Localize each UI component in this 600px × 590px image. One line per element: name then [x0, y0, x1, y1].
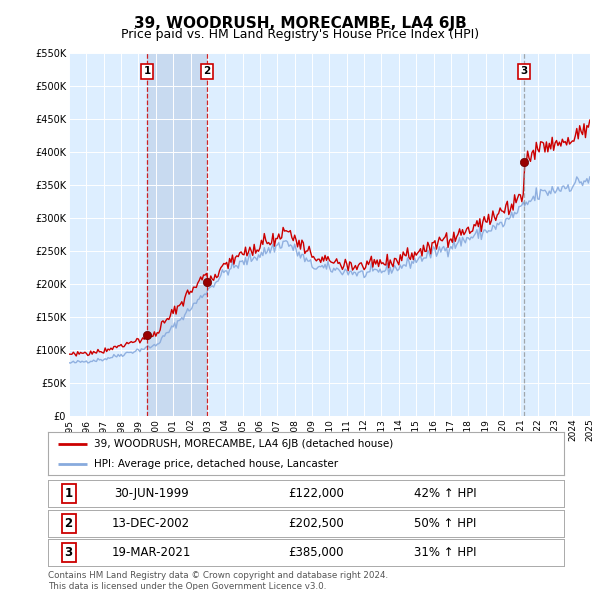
- Text: 3: 3: [520, 66, 527, 76]
- Text: 1: 1: [143, 66, 151, 76]
- Text: 42% ↑ HPI: 42% ↑ HPI: [414, 487, 476, 500]
- Text: 2: 2: [203, 66, 211, 76]
- Text: 30-JUN-1999: 30-JUN-1999: [114, 487, 188, 500]
- Text: 39, WOODRUSH, MORECAMBE, LA4 6JB: 39, WOODRUSH, MORECAMBE, LA4 6JB: [134, 16, 466, 31]
- Text: 1: 1: [65, 487, 73, 500]
- Text: HPI: Average price, detached house, Lancaster: HPI: Average price, detached house, Lanc…: [94, 460, 338, 469]
- Text: 50% ↑ HPI: 50% ↑ HPI: [414, 517, 476, 530]
- Text: Contains HM Land Registry data © Crown copyright and database right 2024.
This d: Contains HM Land Registry data © Crown c…: [48, 571, 388, 590]
- Text: 3: 3: [65, 546, 73, 559]
- Text: £122,000: £122,000: [289, 487, 344, 500]
- Text: 19-MAR-2021: 19-MAR-2021: [112, 546, 191, 559]
- Bar: [147, 53, 207, 416]
- Text: Price paid vs. HM Land Registry's House Price Index (HPI): Price paid vs. HM Land Registry's House …: [121, 28, 479, 41]
- Text: 39, WOODRUSH, MORECAMBE, LA4 6JB (detached house): 39, WOODRUSH, MORECAMBE, LA4 6JB (detach…: [94, 439, 394, 449]
- Text: £385,000: £385,000: [289, 546, 344, 559]
- Text: 13-DEC-2002: 13-DEC-2002: [112, 517, 190, 530]
- Text: 2: 2: [65, 517, 73, 530]
- Text: 31% ↑ HPI: 31% ↑ HPI: [414, 546, 476, 559]
- Text: £202,500: £202,500: [289, 517, 344, 530]
